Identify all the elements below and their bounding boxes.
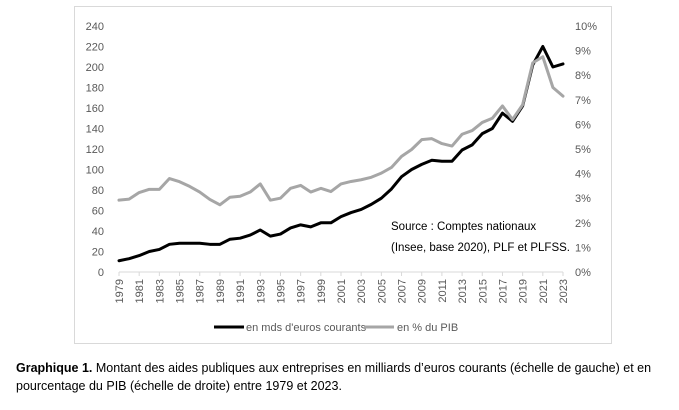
line-chart: 0 20 40 60 80 100 120 140 160 180 200 220 240 0% 1% 2% 3… (86, 21, 598, 334)
x-tick-label: 2001 (336, 279, 348, 303)
series-line-mds-euros (117, 45, 565, 263)
x-tick-label: 1979 (114, 279, 126, 303)
x-tick-label: 2021 (538, 279, 550, 303)
caption-label: Graphique 1. (16, 361, 93, 375)
x-tick-label: 1997 (296, 279, 308, 303)
y-left-tick-label: 140 (86, 124, 104, 136)
y-right-tick-label: 8% (575, 70, 591, 82)
y-right-tick-label: 0% (575, 267, 591, 279)
y-left-tick-label: 240 (86, 21, 104, 33)
source-annotation-line: Source : Comptes nationaux (391, 221, 536, 233)
y-left-tick-label: 80 (92, 185, 104, 197)
legend-label-mds-euros: en mds d'euros courants (246, 322, 367, 334)
y-left-tick-label: 180 (86, 83, 104, 95)
y-right-tick-label: 1% (575, 242, 591, 254)
x-tick-label: 2003 (356, 279, 368, 303)
y-left-tick-label: 40 (92, 226, 104, 238)
caption-text: Montant des aides publiques aux entrepri… (16, 361, 652, 393)
y-left-tick-label: 220 (86, 42, 104, 54)
x-tick-label: 2015 (477, 279, 489, 303)
x-tick-label: 1999 (316, 279, 328, 303)
x-tick-label: 2009 (417, 279, 429, 303)
chart-frame: 0 20 40 60 80 100 120 140 160 180 200 220 240 0% 1% 2% 3… (74, 6, 612, 344)
y-right-tick-label: 9% (575, 46, 591, 58)
y-right-tick-label: 3% (575, 193, 591, 205)
legend-label-pct-pib: en % du PIB (397, 322, 458, 334)
y-left-tick-label: 0 (98, 267, 104, 279)
source-annotation-line: (Insee, base 2020), PLF et PLFSS. (391, 242, 570, 254)
y-left-tick-label: 200 (86, 62, 104, 74)
x-tick-label: 1981 (134, 279, 146, 303)
x-tick-label: 1987 (195, 279, 207, 303)
x-tick-label: 2017 (497, 279, 509, 303)
x-tick-label: 1989 (215, 279, 227, 303)
x-tick-label: 1993 (255, 279, 267, 303)
figure-caption: Graphique 1. Montant des aides publiques… (16, 359, 676, 395)
series-line-pct-pib (117, 55, 565, 207)
y-left-tick-label: 160 (86, 103, 104, 115)
y-right-tick-label: 5% (575, 144, 591, 156)
x-tick-label: 2013 (457, 279, 469, 303)
x-tick-label: 2007 (397, 279, 409, 303)
x-tick-label: 1983 (154, 279, 166, 303)
y-right-tick-label: 7% (575, 95, 591, 107)
y-left-tick-label: 120 (86, 144, 104, 156)
x-tick-label: 1991 (235, 279, 247, 303)
x-tick-label: 2011 (437, 279, 449, 303)
y-left-tick-label: 20 (92, 247, 104, 259)
y-left-tick-label: 60 (92, 206, 104, 218)
x-tick-label: 1995 (275, 279, 287, 303)
y-right-tick-label: 6% (575, 119, 591, 131)
y-right-tick-label: 4% (575, 169, 591, 181)
y-right-tick-label: 10% (575, 21, 597, 33)
y-right-tick-label: 2% (575, 218, 591, 230)
y-left-tick-label: 100 (86, 165, 104, 177)
x-tick-label: 2019 (518, 279, 530, 303)
x-tick-label: 2005 (376, 279, 388, 303)
x-tick-label: 1985 (175, 279, 187, 303)
x-tick-label: 2023 (558, 279, 570, 303)
